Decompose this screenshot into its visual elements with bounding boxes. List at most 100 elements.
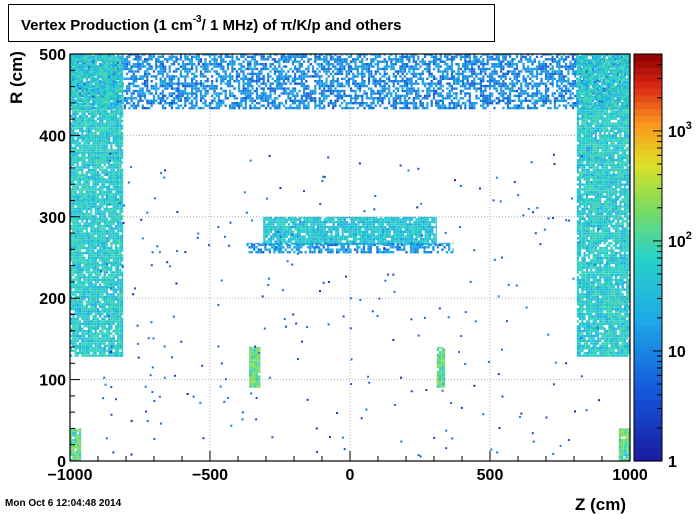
heatmap-cell-endcap-left — [92, 220, 95, 223]
heatmap-cell-calorimeter-top-band — [92, 94, 95, 98]
heatmap-cell-calorimeter-top-band — [139, 89, 142, 93]
heatmap-cell-endcap-left — [90, 344, 93, 347]
heatmap-cell-calorimeter-top-band — [135, 63, 138, 66]
heatmap-cell-endcap-left — [85, 78, 88, 81]
heatmap-cell-endcap-left — [70, 271, 73, 274]
heatmap-cell-calorimeter-top-band — [278, 106, 281, 110]
heatmap-cell-endcap-left — [79, 239, 82, 242]
heatmap-cell-calorimeter-top-band — [204, 75, 207, 78]
heatmap-cell-endcap-left — [83, 266, 86, 269]
heatmap-cell-endcap-left — [92, 351, 95, 355]
heatmap-cell-calorimeter-top-band — [365, 94, 368, 98]
heatmap-cell-calorimeter-top-band — [262, 104, 265, 107]
heatmap-cell-calorimeter-top-band — [309, 75, 312, 78]
heatmap-cell-calorimeter-top-band — [410, 55, 413, 58]
heatmap-cell-endcap-left — [90, 200, 93, 203]
heatmap-cell-calorimeter-top-band — [238, 67, 241, 71]
heatmap-cell-calorimeter-top-band — [282, 65, 285, 68]
heatmap-cell-calorimeter-top-band — [231, 70, 234, 73]
heatmap-cell-calorimeter-top-band — [206, 67, 209, 71]
heatmap-cell-calorimeter-top-band — [123, 58, 126, 61]
heatmap-cell-calorimeter-top-band — [497, 60, 500, 63]
heatmap-cell-calorimeter-top-band — [278, 82, 281, 85]
heatmap-cell-calorimeter-top-band — [540, 104, 543, 107]
heatmap-cell-calorimeter-top-band — [562, 54, 565, 56]
heatmap-cell-calorimeter-top-band — [264, 97, 268, 100]
heatmap-cell-endcap-left — [74, 322, 77, 325]
heatmap-cell-calorimeter-top-band — [184, 87, 187, 90]
heatmap-cell-calorimeter-top-band — [240, 77, 243, 80]
heatmap-cell-calorimeter-top-band — [258, 106, 261, 110]
heatmap-cell-calorimeter-top-band — [482, 94, 485, 98]
heatmap-cell-calorimeter-top-band — [513, 67, 516, 71]
heatmap-cell-endcap-left — [87, 278, 91, 282]
heatmap-cell-calorimeter-top-band — [157, 102, 160, 105]
heatmap-cell-calorimeter-top-band — [289, 55, 292, 58]
heatmap-cell-endcap-left — [96, 281, 100, 284]
heatmap-cell-calorimeter-top-band — [235, 104, 238, 107]
heatmap-cell-calorimeter-top-band — [294, 89, 297, 93]
heatmap-cell-calorimeter-top-band — [421, 82, 424, 85]
heatmap-cell-calorimeter-top-band — [556, 97, 559, 100]
heatmap-cell-endcap-left — [74, 344, 77, 347]
heatmap-cell-calorimeter-top-band — [515, 75, 518, 78]
heatmap-cell-calorimeter-top-band — [571, 55, 574, 58]
heatmap-cell-endcap-left — [76, 149, 79, 152]
heatmap-cell-calorimeter-top-band — [338, 70, 341, 73]
heatmap-cell-calorimeter-top-band — [446, 106, 449, 110]
heatmap-cell-calorimeter-top-band — [455, 80, 458, 83]
heatmap-cell-calorimeter-top-band — [459, 97, 462, 100]
heatmap-cell-endcap-left — [81, 334, 84, 338]
heatmap-cell-calorimeter-top-band — [502, 94, 505, 98]
heatmap-cell-endcap-left — [96, 71, 100, 74]
heatmap-cell-calorimeter-top-band — [565, 67, 568, 71]
heatmap-cell-calorimeter-top-band — [273, 58, 276, 61]
heatmap-cell-calorimeter-top-band — [464, 55, 467, 58]
heatmap-cell-calorimeter-top-band — [186, 82, 189, 85]
heatmap-cell-calorimeter-top-band — [253, 58, 256, 61]
heatmap-cell-calorimeter-top-band — [168, 70, 171, 73]
heatmap-cell-calorimeter-top-band — [135, 55, 138, 58]
heatmap-cell-endcap-left — [87, 100, 91, 103]
heatmap-cell-endcap-left — [79, 146, 82, 150]
heatmap-cell-endcap-left — [92, 144, 95, 147]
heatmap-cell-calorimeter-top-band — [495, 80, 498, 83]
heatmap-cell-calorimeter-top-band — [446, 58, 449, 61]
heatmap-cell-calorimeter-top-band — [303, 55, 306, 58]
heatmap-cell-endcap-left — [79, 105, 82, 108]
heatmap-cell-calorimeter-top-band — [193, 104, 196, 107]
heatmap-cell-calorimeter-top-band — [242, 77, 245, 80]
heatmap-cell-endcap-left — [90, 278, 93, 282]
heatmap-cell-calorimeter-top-band — [166, 87, 169, 90]
heatmap-cell-calorimeter-top-band — [381, 97, 384, 100]
heatmap-cell-endcap-left — [79, 110, 82, 113]
heatmap-cell-endcap-left — [81, 190, 84, 194]
heatmap-cell-endcap-left — [94, 347, 97, 350]
heatmap-cell-calorimeter-top-band — [477, 60, 480, 63]
heatmap-cell-calorimeter-top-band — [482, 92, 485, 95]
heatmap-cell-endcap-left — [96, 227, 100, 230]
heatmap-cell-calorimeter-top-band — [332, 58, 335, 61]
heatmap-cell-calorimeter-top-band — [314, 58, 317, 61]
heatmap-cell-calorimeter-top-band — [300, 72, 303, 76]
heatmap-cell-calorimeter-top-band — [430, 82, 433, 85]
heatmap-cell-calorimeter-top-band — [549, 58, 552, 61]
heatmap-cell-calorimeter-top-band — [504, 92, 507, 95]
heatmap-cell-calorimeter-top-band — [341, 89, 344, 93]
heatmap-cell-calorimeter-top-band — [397, 60, 400, 63]
heatmap-cell-endcap-left — [90, 239, 93, 242]
heatmap-cell-endcap-left — [87, 161, 91, 164]
heatmap-cell-calorimeter-top-band — [159, 65, 162, 68]
heatmap-cell-calorimeter-top-band — [161, 63, 164, 66]
heatmap-cell-calorimeter-top-band — [255, 54, 259, 56]
heatmap-cell-calorimeter-top-band — [504, 82, 507, 85]
heatmap-cell-calorimeter-top-band — [208, 63, 212, 66]
heatmap-cell-calorimeter-top-band — [282, 58, 285, 61]
heatmap-cell-calorimeter-top-band — [249, 89, 252, 93]
heatmap-cell-endcap-left — [94, 334, 97, 338]
heatmap-cell-calorimeter-top-band — [195, 55, 198, 58]
heatmap-cell-endcap-left — [70, 176, 73, 179]
heatmap-cell-endcap-left — [99, 234, 102, 238]
heatmap-cell-endcap-left — [72, 61, 75, 64]
heatmap-cell-calorimeter-top-band — [318, 70, 321, 73]
